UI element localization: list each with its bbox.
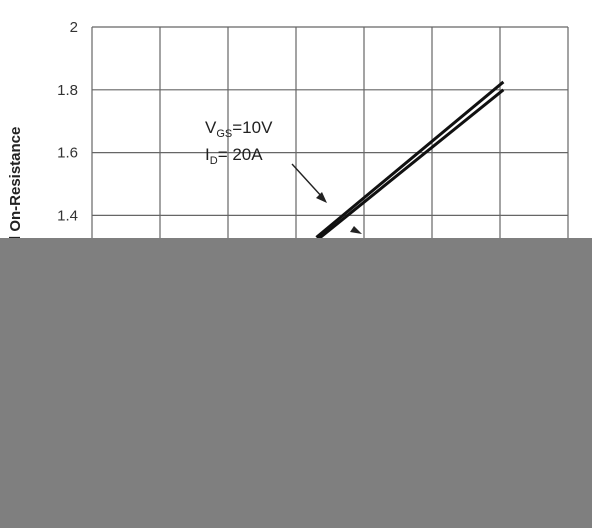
annotation-id: ID= 20A (205, 145, 263, 167)
y-tick-label: 1.8 (57, 82, 78, 99)
annotation-arrow-1 (291, 163, 324, 199)
y-tick-label: 1.6 (57, 145, 78, 162)
annotation-arrowhead-1 (316, 192, 327, 203)
annotation: VGS=10V ID= 20A (205, 118, 362, 234)
occluding-panel (0, 238, 592, 528)
y-ticks: 2 1.8 1.6 1.4 (57, 19, 78, 224)
y-axis-label: d On-Resistance (7, 127, 24, 245)
y-tick-label: 2 (70, 19, 78, 36)
series-line-2 (315, 88, 505, 242)
annotation-vgs: VGS=10V (205, 118, 273, 140)
y-tick-label: 1.4 (57, 207, 78, 224)
series-group (315, 80, 505, 242)
annotation-arrowhead-2 (350, 226, 362, 234)
series-line-1 (315, 80, 505, 239)
